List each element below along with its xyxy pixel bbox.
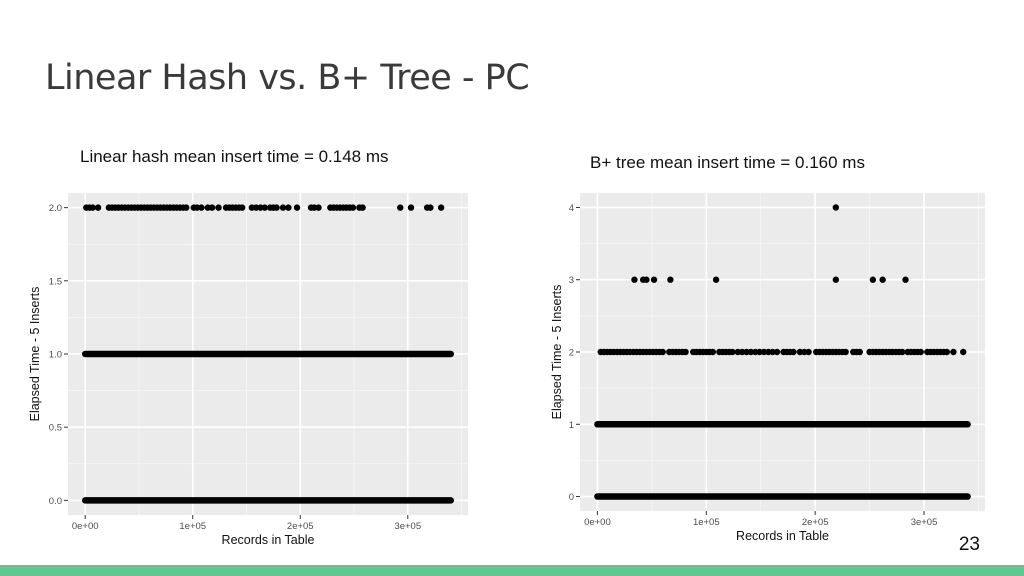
bplus-tree-x-axis-label: Records in Table xyxy=(736,529,829,540)
bplus-tree-data-point xyxy=(631,276,638,283)
linear-hash-x-tick-label: 2e+05 xyxy=(287,521,314,532)
linear-hash-data-point xyxy=(349,204,357,211)
linear-hash-data-point xyxy=(285,204,292,211)
linear-hash-data-point xyxy=(198,204,205,211)
bplus-tree-x-tick-label: 0e+00 xyxy=(584,517,611,528)
bplus-tree-data-point xyxy=(917,348,924,356)
bplus-tree-data-point xyxy=(869,276,877,283)
bplus-tree-data-point xyxy=(842,348,849,356)
linear-hash-data-point xyxy=(261,204,268,211)
linear-hash-y-tick-label: 0.5 xyxy=(49,423,62,434)
bplus-tree-data-point xyxy=(659,348,666,356)
page-number: 23 xyxy=(958,534,980,555)
bplus-tree-scatter-plot: 0e+00 1e+05 2e+05 3e+05 0 1 2 3 4 Records in Tabl… xyxy=(548,185,990,543)
linear-hash-data-point xyxy=(279,204,287,211)
footer-bar xyxy=(0,565,1024,576)
bplus-tree-data-point xyxy=(902,276,909,283)
bplus-tree-data-point xyxy=(856,348,863,356)
linear-hash-data-point xyxy=(273,204,280,211)
linear-hash-x-axis-label: Records in Table xyxy=(222,533,315,545)
bplus-tree-x-tick-label: 1e+05 xyxy=(693,517,720,528)
bplus-tree-data-point xyxy=(832,204,840,211)
bplus-tree-y-axis-label: Elapsed Time - 5 Inserts xyxy=(550,285,564,420)
linear-hash-data-point xyxy=(293,204,301,211)
bplus-tree-data-point xyxy=(790,348,797,356)
linear-hash-scatter-plot: 0e+00 1e+05 2e+05 3e+05 0.0 0.5 1.0 1.5 2.0 Recor… xyxy=(28,185,470,547)
linear-hash-data-point xyxy=(238,204,246,211)
linear-hash-chart-title: Linear hash mean insert time = 0.148 ms xyxy=(80,147,389,166)
bplus-tree-y-tick-label: 2 xyxy=(569,348,574,359)
bplus-tree-data-point xyxy=(943,348,951,356)
linear-hash-data-point xyxy=(183,204,190,211)
bplus-tree-y-tick-label: 4 xyxy=(569,203,574,214)
linear-hash-x-tick-label: 1e+05 xyxy=(179,521,206,532)
linear-hash-data-point xyxy=(89,204,96,211)
bplus-tree-y-tick-label: 3 xyxy=(569,275,574,286)
bplus-tree-data-point xyxy=(682,348,689,356)
linear-hash-y-tick-label: 1.5 xyxy=(49,276,62,287)
bplus-tree-y-tick-label: 1 xyxy=(569,420,574,431)
bplus-tree-chart-title: B+ tree mean insert time = 0.160 ms xyxy=(590,153,865,172)
slide-title: Linear Hash vs. B+ Tree - PC xyxy=(45,58,530,98)
linear-hash-y-tick-label: 2.0 xyxy=(49,203,62,214)
bplus-tree-data-point xyxy=(709,348,717,356)
bplus-tree-data-point xyxy=(950,348,957,356)
linear-hash-y-tick-label: 1.0 xyxy=(49,350,62,361)
bplus-tree-data-point xyxy=(712,276,720,283)
bplus-tree-x-tick-label: 2e+05 xyxy=(802,517,829,528)
bplus-tree-x-tick-label: 3e+05 xyxy=(911,517,938,528)
linear-hash-data-point xyxy=(407,204,415,211)
bplus-tree-data-point xyxy=(729,348,736,356)
linear-hash-data-point xyxy=(427,204,434,211)
bplus-tree-data-point xyxy=(832,276,840,283)
linear-hash-plot-svg: 0e+00 1e+05 2e+05 3e+05 0.0 0.5 1.0 1.5 2.0 Recor… xyxy=(28,193,468,547)
bplus-tree-data-point xyxy=(805,348,812,356)
bplus-tree-y-tick-label: 0 xyxy=(569,492,574,503)
linear-hash-data-point xyxy=(215,204,222,211)
bplus-tree-data-point xyxy=(773,348,781,356)
bplus-tree-data-point xyxy=(650,276,658,283)
linear-hash-data-point xyxy=(208,204,216,211)
linear-hash-data-point xyxy=(94,204,102,211)
linear-hash-x-tick-label: 0e+00 xyxy=(72,521,99,532)
bplus-tree-data-point xyxy=(643,276,650,283)
linear-hash-data-point xyxy=(437,204,445,211)
bplus-tree-plot-svg: 0e+00 1e+05 2e+05 3e+05 0 1 2 3 4 Records in Tabl… xyxy=(550,193,985,543)
bplus-tree-data-point xyxy=(879,276,886,283)
linear-hash-x-tick-label: 3e+05 xyxy=(394,521,421,532)
linear-hash-data-point xyxy=(315,204,322,211)
bplus-tree-data-point xyxy=(960,348,967,356)
linear-hash-y-axis-label: Elapsed Time - 5 Inserts xyxy=(28,287,42,422)
linear-hash-data-point xyxy=(359,204,366,211)
bplus-tree-data-point xyxy=(667,276,674,283)
linear-hash-data-point xyxy=(397,204,404,211)
bplus-tree-data-point xyxy=(899,348,906,356)
linear-hash-y-tick-label: 0.0 xyxy=(49,496,62,507)
